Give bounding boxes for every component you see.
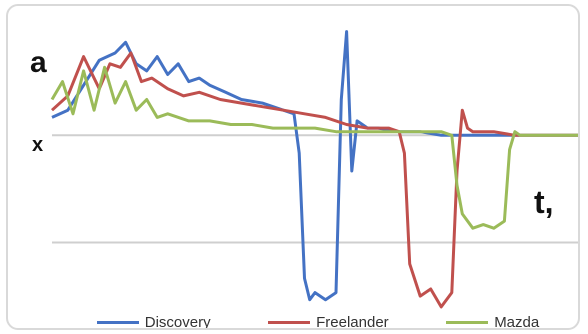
series-line-discovery (52, 32, 578, 300)
legend-item-discovery: Discovery (97, 314, 211, 331)
series-line-mazda (52, 67, 578, 228)
series-line-freelander (52, 53, 578, 307)
legend-item-mazda: Mazda (446, 314, 539, 331)
y-axis-label: a (30, 46, 47, 80)
legend-label: Discovery (145, 314, 211, 331)
legend-swatch (268, 321, 310, 324)
legend-swatch (446, 321, 488, 324)
baseline-label: x (32, 134, 43, 157)
chart-plot (8, 6, 580, 330)
legend-label: Freelander (316, 314, 389, 331)
legend-item-freelander: Freelander (268, 314, 389, 331)
legend: Discovery Freelander Mazda (68, 312, 568, 330)
legend-swatch (97, 321, 139, 324)
x-axis-label: t, (534, 184, 554, 221)
chart-frame: a x t, Discovery Freelander Mazda (6, 4, 580, 330)
legend-label: Mazda (494, 314, 539, 331)
